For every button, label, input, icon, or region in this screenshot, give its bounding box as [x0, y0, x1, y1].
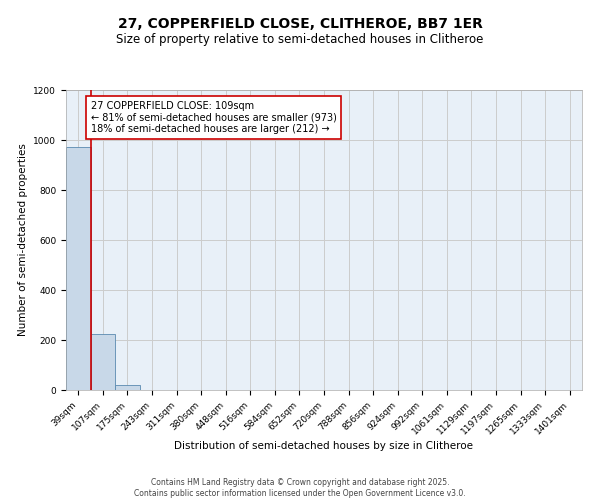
- Bar: [91, 334, 115, 390]
- Y-axis label: Number of semi-detached properties: Number of semi-detached properties: [18, 144, 28, 336]
- Text: 27, COPPERFIELD CLOSE, CLITHEROE, BB7 1ER: 27, COPPERFIELD CLOSE, CLITHEROE, BB7 1E…: [118, 18, 482, 32]
- Text: Size of property relative to semi-detached houses in Clitheroe: Size of property relative to semi-detach…: [116, 32, 484, 46]
- Text: Contains HM Land Registry data © Crown copyright and database right 2025.
Contai: Contains HM Land Registry data © Crown c…: [134, 478, 466, 498]
- Text: 27 COPPERFIELD CLOSE: 109sqm
← 81% of semi-detached houses are smaller (973)
18%: 27 COPPERFIELD CLOSE: 109sqm ← 81% of se…: [91, 101, 337, 134]
- X-axis label: Distribution of semi-detached houses by size in Clitheroe: Distribution of semi-detached houses by …: [175, 442, 473, 452]
- Bar: [66, 147, 91, 390]
- Bar: [115, 385, 140, 390]
